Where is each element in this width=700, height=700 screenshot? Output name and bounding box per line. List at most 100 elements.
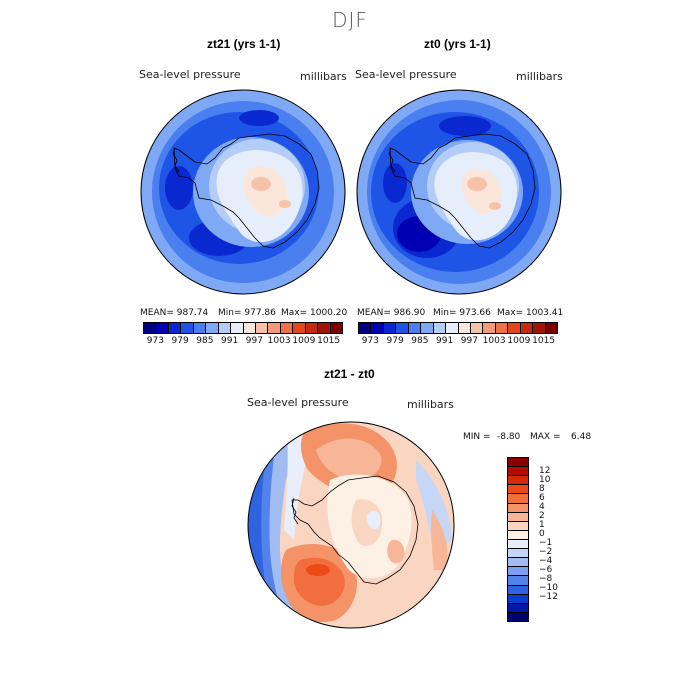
colorbar-swatch [408,323,422,333]
diff-colorbar-ticks: 12 10 8 6 4 2 1 0 −1 −2 −4 −6 −8 −10 −12 [539,457,579,620]
colorbar-tick-label: 991 [221,336,239,346]
colorbar-swatch [508,585,528,595]
panel1-title: zt21 (yrs 1-1) [207,37,281,51]
panel1-variable-label: Sea-level pressure [139,68,241,81]
colorbar-swatch [293,323,306,333]
colorbar-swatch [318,323,331,333]
diff-max-label: MAX = [530,432,561,442]
colorbar-swatch [268,323,281,333]
colorbar-swatch [383,323,397,333]
colorbar-tick-label: −1 [539,538,553,549]
colorbar-swatch [255,323,269,333]
colorbar-swatch [508,521,528,531]
colorbar-swatch [483,323,496,333]
colorbar-tick-label: 979 [386,336,404,346]
colorbar-swatch [193,323,207,333]
colorbar-swatch [508,467,528,477]
panel2-colorbar-ticks: 973 979 985 991 997 1003 1009 1015 [358,336,556,348]
colorbar-swatch [508,567,528,577]
colorbar-tick-label: 985 [196,336,214,346]
colorbar-tick-label: 4 [539,501,545,512]
panel1-colorbar-ticks: 973 979 985 991 997 1003 1009 1015 [143,336,341,348]
colorbar-swatch [545,323,557,333]
colorbar-swatch [446,323,459,333]
colorbar-swatch [508,503,528,513]
diff-units-label: millibars [407,398,454,411]
colorbar-swatch [305,323,319,333]
diff-colorbar [507,457,529,622]
colorbar-tick-label: 991 [436,336,454,346]
colorbar-swatch [231,323,244,333]
diff-min-label: MIN = [463,432,491,442]
colorbar-swatch [243,323,256,333]
panel2-max: Max= 1003.41 [497,308,564,318]
colorbar-swatch [168,323,182,333]
diff-variable-label: Sea-level pressure [247,396,349,409]
panel2-mean: MEAN= 986.90 [357,308,426,318]
panel1-max: Max= 1000.20 [281,308,348,318]
colorbar-swatch [181,323,194,333]
colorbar-tick-label: 6 [539,492,545,503]
colorbar-swatch [421,323,434,333]
colorbar-tick-label: 12 [539,465,551,476]
colorbar-swatch [508,476,528,486]
diff-max-value: 6.48 [571,432,592,442]
colorbar-swatch [508,594,528,604]
colorbar-tick-label: 997 [245,336,263,346]
colorbar-swatch [156,323,169,333]
colorbar-tick-label: 973 [146,336,164,346]
diff-title: zt21 - zt0 [324,367,375,381]
colorbar-tick-label: −4 [539,556,553,567]
colorbar-swatch [470,323,484,333]
panel2-min: Min= 973.66 [433,308,491,318]
colorbar-tick-label: −12 [539,592,558,603]
panel2-map [356,89,562,295]
colorbar-swatch [280,323,294,333]
colorbar-swatch [330,323,342,333]
colorbar-swatch [533,323,546,333]
colorbar-tick-label: 8 [539,483,545,494]
figure-title: DJF [332,8,368,32]
colorbar-swatch [396,323,409,333]
panel2-units-label: millibars [516,70,563,83]
panel2-title: zt0 (yrs 1-1) [424,37,491,51]
colorbar-swatch [508,539,528,550]
colorbar-swatch [508,530,528,540]
colorbar-swatch [520,323,534,333]
colorbar-swatch [359,323,372,333]
colorbar-swatch [508,549,528,559]
colorbar-swatch [495,323,509,333]
colorbar-tick-label: 1015 [532,336,556,346]
colorbar-swatch [144,323,157,333]
colorbar-swatch [371,323,384,333]
colorbar-swatch [508,576,528,586]
colorbar-tick-label: 1003 [482,336,506,346]
panel2-variable-label: Sea-level pressure [355,68,457,81]
colorbar-swatch [206,323,219,333]
colorbar-tick-label: 1003 [267,336,291,346]
colorbar-swatch [508,494,528,504]
colorbar-swatch [508,323,521,333]
colorbar-tick-label: 2 [539,510,545,521]
colorbar-swatch [508,558,528,568]
colorbar-tick-label: 1015 [317,336,341,346]
colorbar-swatch [458,323,471,333]
colorbar-tick-label: 1 [539,519,545,530]
colorbar-tick-label: 985 [411,336,429,346]
panel1-colorbar [143,322,343,334]
colorbar-tick-label: 973 [361,336,379,346]
colorbar-tick-label: 10 [539,474,551,485]
colorbar-tick-label: 1009 [507,336,531,346]
colorbar-tick-label: −6 [539,565,553,576]
panel1-units-label: millibars [300,70,347,83]
colorbar-swatch [508,512,528,522]
colorbar-swatch [433,323,447,333]
panel1-mean: MEAN= 987.74 [140,308,209,318]
colorbar-tick-label: 979 [171,336,189,346]
diff-min-value: -8.80 [497,432,521,442]
colorbar-swatch [218,323,232,333]
panel1-min: Min= 977.86 [218,308,276,318]
colorbar-swatch [508,485,528,495]
colorbar-swatch [508,603,528,613]
colorbar-tick-label: −2 [539,547,553,558]
